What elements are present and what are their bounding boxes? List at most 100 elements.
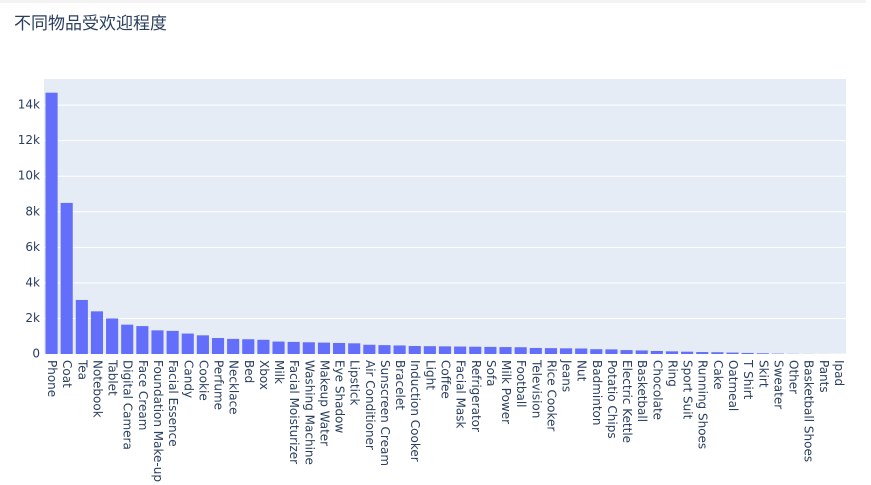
x-tick-label: Nut (575, 360, 589, 382)
x-tick-label: Makeup Water (317, 360, 331, 446)
x-tick-label: Washing Machine (302, 360, 316, 465)
x-tick-label: Sunscreen Cream (378, 360, 392, 466)
x-tick-label: Perfume (212, 360, 226, 410)
x-tick-label: Digital Camera (121, 360, 135, 450)
y-tick-label: 6k (25, 240, 40, 254)
bar (665, 351, 679, 354)
x-tick-label: Air Conditioner (363, 360, 377, 450)
bar (469, 346, 482, 354)
bar (136, 326, 149, 354)
bar (711, 352, 724, 354)
x-tick-label: Jeans (560, 359, 574, 392)
bar (242, 339, 255, 354)
bar (484, 346, 497, 354)
bar (454, 346, 467, 354)
x-tick-label: Face Cream (136, 360, 150, 430)
x-tick-label: T Shirt (741, 359, 755, 400)
x-tick-label: Sofa (484, 360, 498, 387)
x-tick-label: Coffee (439, 360, 453, 399)
bar (227, 338, 240, 354)
bar (393, 345, 406, 354)
bar (45, 92, 58, 355)
x-tick-label: Oatmeal (726, 360, 740, 411)
bar (75, 299, 88, 354)
x-tick-label: Rice Cooker (544, 360, 558, 431)
bar (681, 351, 694, 354)
bar (211, 338, 225, 354)
chart-title: 不同物品受欢迎程度 (14, 14, 167, 34)
bar (121, 324, 134, 354)
y-tick-label: 12k (18, 133, 40, 147)
bar (575, 348, 588, 354)
bar (408, 346, 421, 354)
x-tick-label: Necklace (227, 360, 241, 415)
y-tick-label: 0 (32, 347, 40, 361)
x-tick-label: Cookie (196, 360, 210, 401)
bar (151, 330, 164, 354)
x-tick-label: Basketball (635, 360, 649, 422)
bar (620, 350, 633, 354)
x-tick-label: Refrigerator (469, 360, 483, 432)
x-tick-label: Electric Kettle (620, 360, 634, 443)
bar (196, 335, 209, 354)
x-tick-label: Notebook (90, 360, 104, 418)
bar (438, 346, 452, 354)
bar (529, 347, 542, 354)
bar (181, 333, 194, 354)
y-tick-label: 8k (25, 204, 40, 218)
x-tick-label: Pants (817, 360, 831, 393)
bar (348, 343, 361, 354)
x-tick-label: Skirt (756, 360, 770, 388)
bar (363, 344, 376, 354)
bar (560, 348, 573, 354)
x-tick-label: Football (514, 360, 528, 408)
plot-area (44, 79, 846, 354)
bar (378, 345, 391, 354)
bar (499, 347, 512, 354)
y-tick-label: 4k (25, 275, 40, 289)
bar (544, 348, 557, 354)
bar (635, 350, 648, 354)
y-tick-label: 2k (25, 311, 40, 325)
x-tick-label: Milk Power (499, 360, 513, 424)
x-tick-label: Badminton (590, 360, 604, 425)
x-tick-label: Bracelet (393, 360, 407, 410)
x-tick-label: Chocolate (650, 360, 664, 420)
x-tick-label: Facial Mask (454, 360, 468, 429)
bar (317, 342, 330, 354)
bar (106, 318, 119, 354)
x-tick-label: Basketball Shoes (802, 360, 816, 462)
bar (166, 330, 179, 354)
x-tick-label: Other (787, 360, 801, 394)
bar (302, 342, 315, 354)
x-tick-label: Xbox (257, 360, 271, 390)
x-tick-label: Milk (272, 360, 286, 384)
y-tick-label: 14k (18, 98, 40, 112)
x-tick-label: Tablet (106, 359, 120, 396)
bar (696, 352, 709, 354)
x-tick-label: Bed (242, 360, 256, 383)
x-tick-label: Coat (60, 360, 74, 388)
top-strip (0, 0, 866, 3)
bar (726, 352, 739, 354)
x-tick-label: Eye Shadow (333, 360, 347, 433)
x-tick-label: Television (529, 359, 543, 418)
x-tick-label: Facial Moisturizer (287, 360, 301, 464)
x-tick-label: Lipstick (348, 360, 362, 406)
y-tick-label: 10k (18, 169, 40, 183)
bar (423, 346, 436, 354)
x-tick-label: Cake (711, 360, 725, 390)
bar (60, 202, 73, 354)
x-tick-label: Ipad (832, 360, 846, 386)
bar (650, 350, 663, 354)
x-tick-label: Ring (665, 360, 679, 387)
x-tick-label: Phone (45, 360, 59, 397)
bar (756, 353, 769, 354)
bar (287, 341, 300, 354)
x-tick-label: Induction Cooker (408, 360, 422, 462)
bar (272, 341, 285, 354)
bar (741, 352, 754, 354)
x-tick-label: Facial Essence (166, 360, 180, 447)
bar (605, 349, 618, 354)
